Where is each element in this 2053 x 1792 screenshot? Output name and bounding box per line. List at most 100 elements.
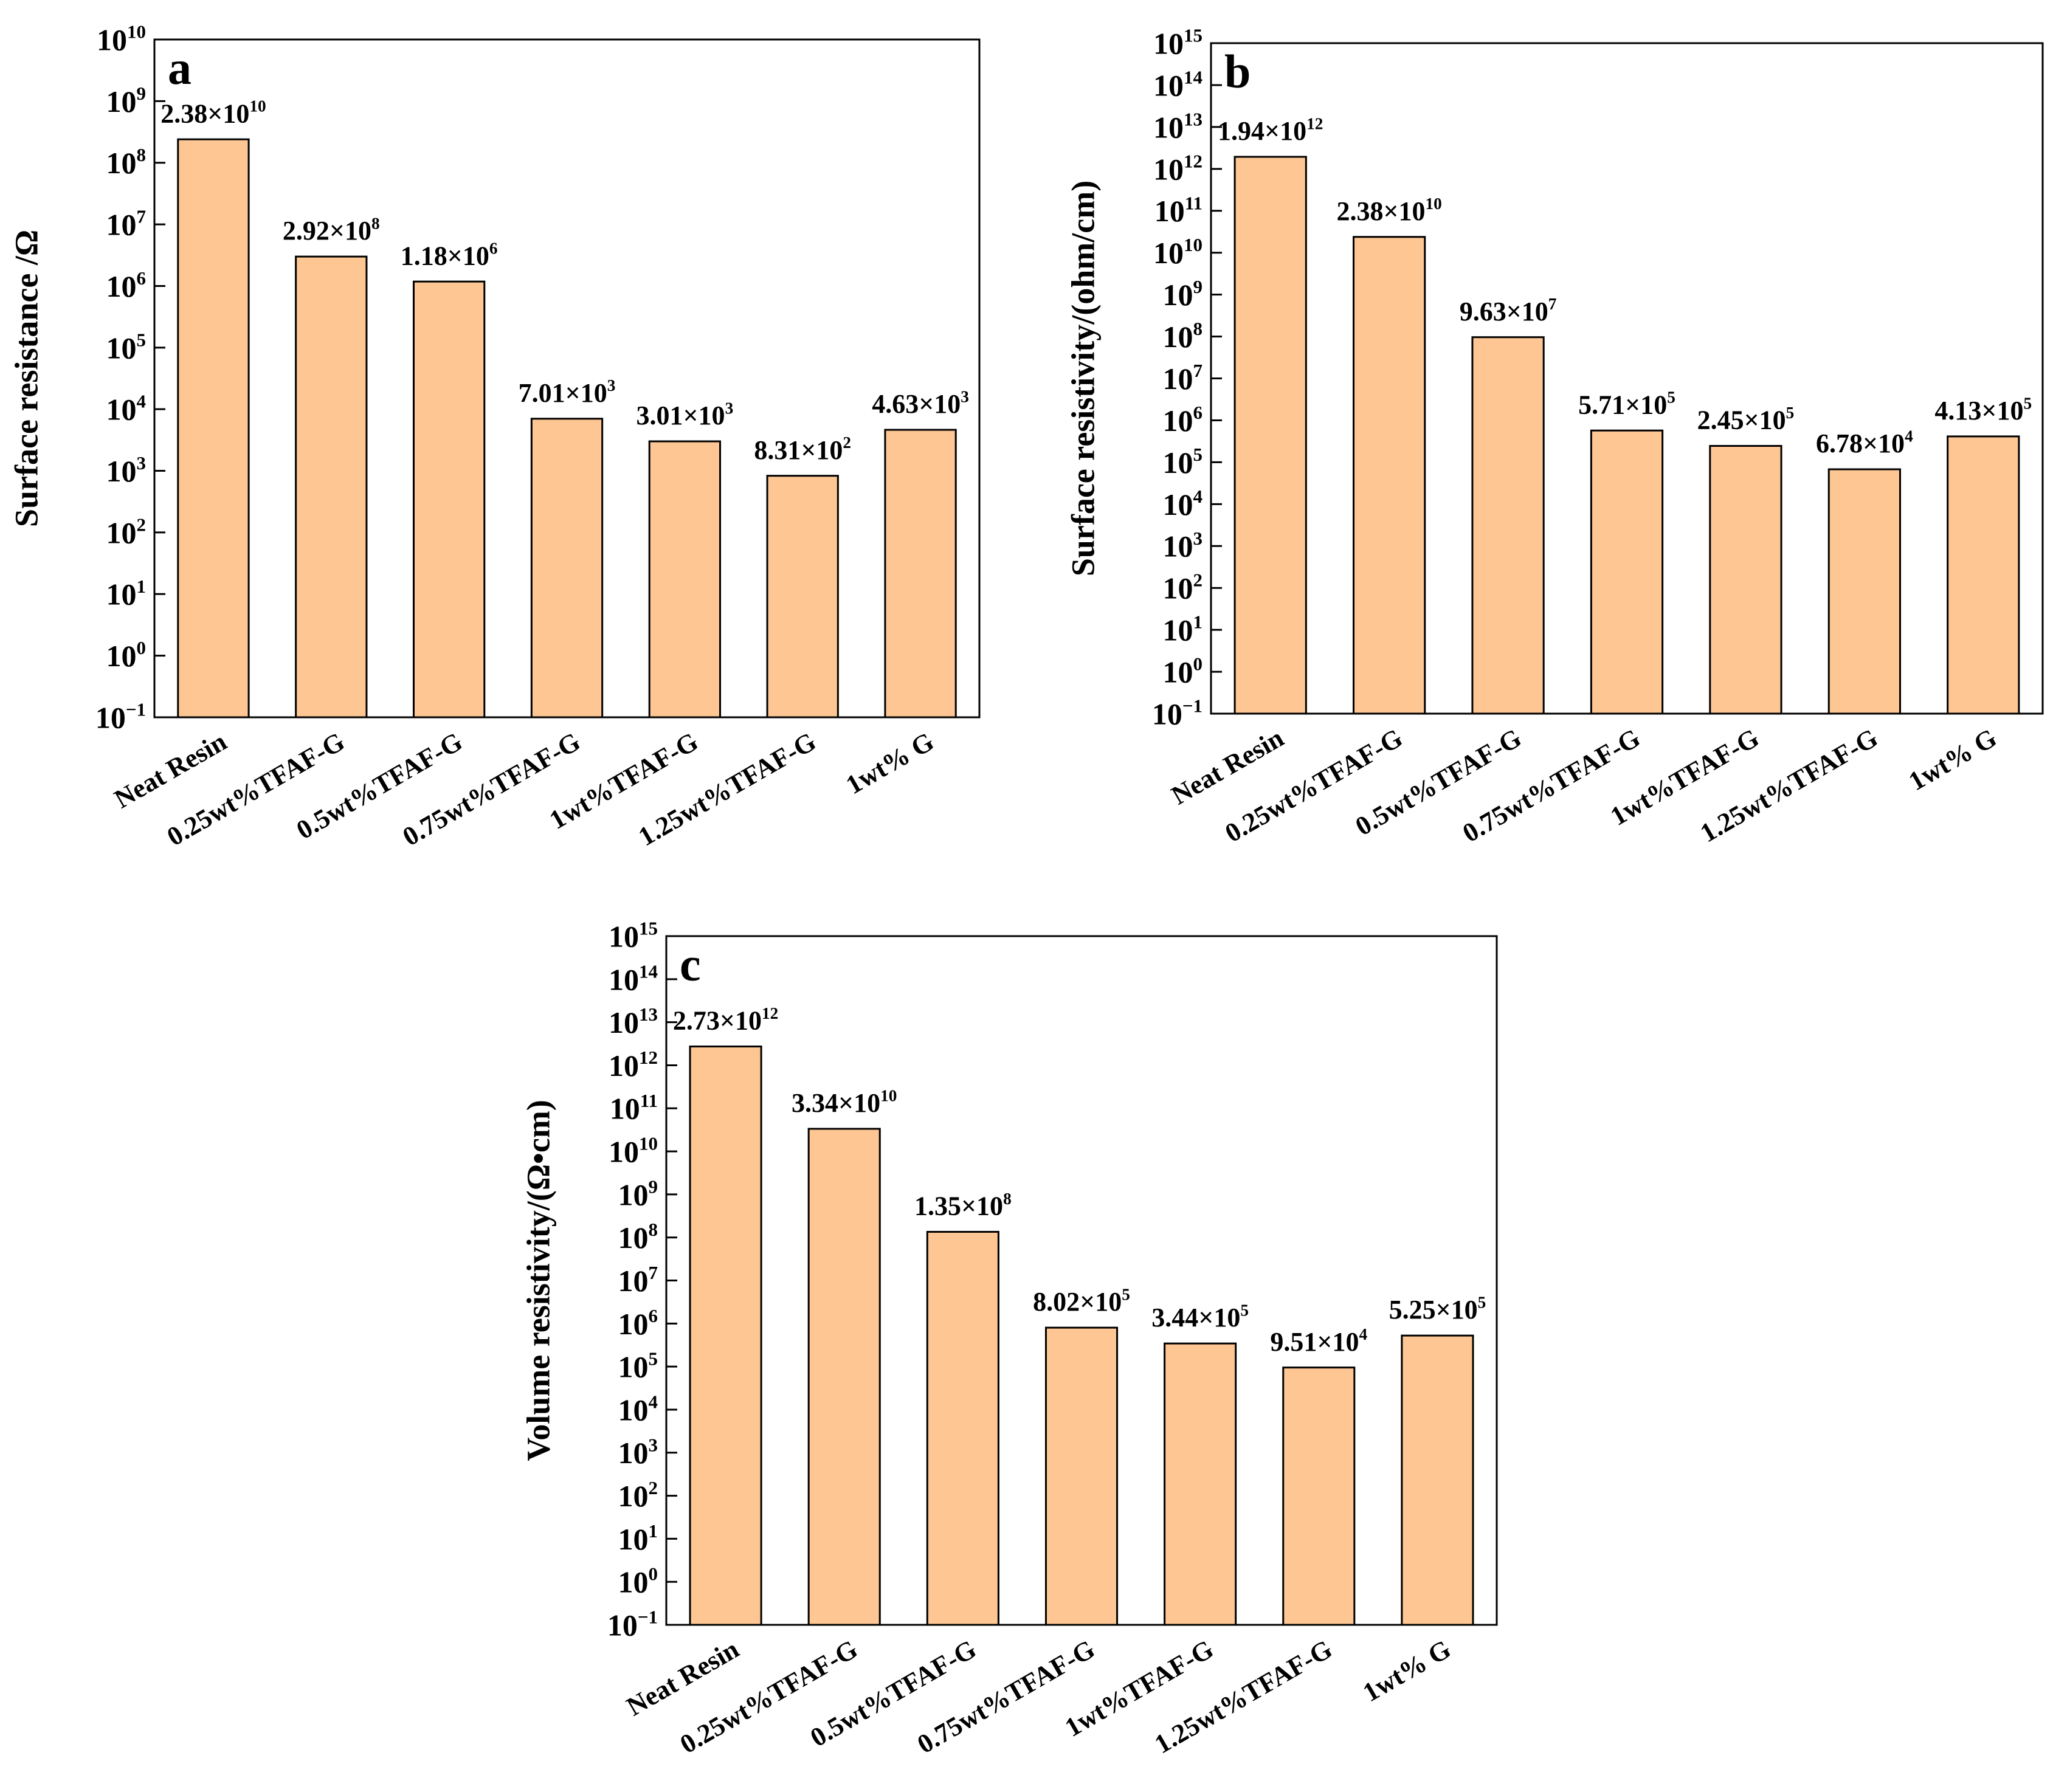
bar (884, 429, 957, 719)
bar-label: 8.02×105 (1033, 1286, 1130, 1317)
bar-label: 2.38×1010 (1336, 195, 1441, 226)
bar (412, 280, 486, 719)
bar (926, 1230, 999, 1626)
y-tick-label: 1010 (97, 21, 146, 57)
bar-label: 3.01×103 (636, 399, 733, 430)
bar-label: 2.73×1012 (673, 1004, 778, 1035)
y-tick-label: 1011 (1154, 192, 1202, 228)
bar (766, 475, 839, 719)
y-tick-label: 102 (106, 514, 147, 550)
bar (1401, 1334, 1474, 1626)
y-tick-label: 100 (106, 637, 147, 673)
y-axis-label: Surface resistance /Ω (8, 230, 44, 527)
bar (530, 418, 604, 719)
bar-label: 1.18×106 (401, 240, 498, 271)
y-tick-label: 1014 (1153, 67, 1202, 103)
bar (1282, 1366, 1356, 1626)
y-tick-label: 105 (106, 329, 147, 365)
y-tick-label: 108 (1163, 318, 1203, 354)
y-tick-label: 107 (1163, 360, 1203, 396)
y-tick-label: 1012 (1153, 150, 1202, 186)
bar-label: 6.78×104 (1816, 427, 1913, 458)
bar-label: 2.38×1010 (160, 97, 266, 128)
bar-label: 2.92×108 (283, 215, 380, 246)
bar (1353, 236, 1426, 715)
y-tick-label: 1014 (609, 960, 658, 996)
bar-label: 4.63×103 (872, 388, 969, 419)
bar (1164, 1342, 1237, 1626)
bar-label: 5.71×105 (1578, 388, 1675, 419)
y-tick-label: 106 (618, 1305, 658, 1341)
y-tick-label: 102 (618, 1477, 658, 1513)
y-tick-label: 105 (618, 1348, 658, 1384)
y-tick-label: 105 (1163, 444, 1203, 480)
bar (1827, 468, 1901, 715)
bar-label: 9.51×104 (1270, 1325, 1367, 1356)
y-tick-label: 108 (618, 1219, 658, 1255)
y-tick-label: 10−1 (1152, 695, 1202, 731)
bar (295, 255, 368, 719)
bar-label: 8.31×102 (754, 433, 851, 464)
y-tick-label: 101 (106, 576, 147, 612)
bar (1709, 445, 1782, 715)
y-tick-label: 100 (618, 1563, 658, 1599)
y-tick-label: 109 (106, 83, 147, 119)
y-axis-label: Volume resistivity/(Ω•cm) (520, 1100, 556, 1461)
x-tick-label: 1wt% G (841, 726, 939, 800)
y-tick-label: 1013 (1153, 108, 1202, 144)
y-tick-label: 10−1 (607, 1607, 658, 1642)
y-tick-label: 1011 (610, 1090, 658, 1126)
y-tick-label: 104 (618, 1391, 658, 1427)
y-tick-label: 103 (618, 1434, 658, 1470)
bar-label: 1.94×1012 (1218, 115, 1323, 146)
y-axis-label: Surface resistivity/(ohm/cm) (1064, 181, 1101, 576)
y-tick-label: 104 (106, 391, 147, 427)
y-tick-label: 101 (618, 1520, 658, 1556)
panel-label: c (680, 938, 701, 991)
bar (1947, 435, 2020, 715)
bar (1471, 336, 1545, 715)
y-tick-label: 109 (618, 1176, 658, 1211)
y-tick-label: 1013 (609, 1004, 658, 1039)
bar-label: 3.44×105 (1151, 1301, 1249, 1332)
y-tick-label: 1015 (609, 918, 658, 954)
plot-frame (153, 38, 981, 719)
bar (807, 1128, 881, 1626)
bar-label: 1.35×108 (914, 1190, 1012, 1221)
y-tick-label: 102 (1163, 570, 1203, 605)
y-tick-label: 1010 (1153, 234, 1202, 270)
y-tick-label: 103 (106, 452, 147, 488)
y-tick-label: 103 (1163, 528, 1203, 563)
y-tick-label: 106 (106, 267, 147, 303)
y-tick-label: 104 (1163, 486, 1203, 522)
x-tick-label: 1wt% G (1903, 723, 2001, 796)
y-tick-label: 1010 (609, 1133, 658, 1169)
bar-label: 3.34×1010 (792, 1087, 897, 1118)
bar-label: 2.45×105 (1697, 404, 1795, 435)
y-tick-label: 10−1 (95, 699, 146, 735)
y-tick-label: 101 (1163, 612, 1203, 647)
y-tick-label: 109 (1163, 276, 1203, 312)
bar (1590, 429, 1664, 715)
y-tick-label: 1015 (1153, 25, 1202, 61)
bar (1234, 156, 1307, 715)
bar-label: 7.01×103 (519, 376, 616, 407)
bar-label: 9.63×107 (1460, 295, 1557, 326)
y-tick-label: 106 (1163, 402, 1203, 438)
bar (177, 138, 250, 719)
bar (1044, 1326, 1119, 1626)
y-tick-label: 107 (618, 1262, 658, 1298)
y-tick-label: 100 (1163, 653, 1203, 689)
y-tick-label: 107 (106, 206, 147, 242)
panel-label: a (168, 41, 191, 94)
bar (648, 440, 722, 719)
bar-label: 5.25×105 (1389, 1294, 1486, 1325)
x-tick-label: 1wt% G (1358, 1634, 1455, 1708)
y-tick-label: 1012 (609, 1047, 658, 1083)
panel-label: b (1224, 45, 1251, 98)
bar (689, 1046, 762, 1626)
y-tick-label: 108 (106, 144, 147, 180)
bar-label: 4.13×105 (1934, 395, 2032, 426)
